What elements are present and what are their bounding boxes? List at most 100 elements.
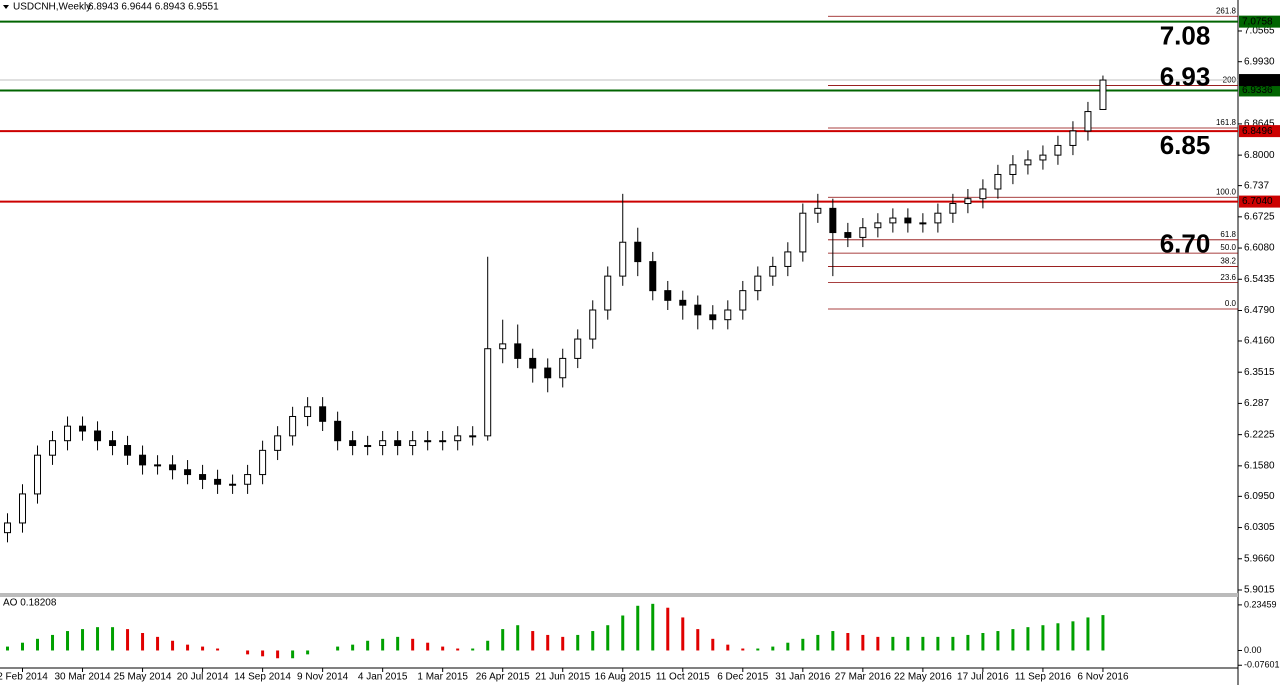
x-tick-label: 2 Feb 2014 <box>0 672 48 683</box>
menu-arrow[interactable] <box>3 5 9 9</box>
candle-body <box>544 367 552 379</box>
y-tick-label: 6.8000 <box>1244 150 1275 161</box>
candle-body <box>1084 111 1092 132</box>
y-tick-label: 7.0565 <box>1244 26 1275 37</box>
x-tick-label: 4 Jan 2015 <box>358 672 408 683</box>
candle-body <box>844 232 852 238</box>
level-price-box <box>1239 15 1280 28</box>
candle-body <box>334 420 342 442</box>
candle-body <box>19 493 27 524</box>
y-tick-label: 5.9015 <box>1244 585 1275 596</box>
candle-body <box>724 309 732 321</box>
candle-body <box>1039 154 1047 161</box>
candle-body <box>514 343 522 359</box>
candle-body <box>259 449 267 476</box>
x-tick-label: 14 Sep 2014 <box>234 672 291 683</box>
candle-body <box>754 275 762 292</box>
y-tick-label: 6.3515 <box>1244 367 1275 378</box>
candle-body <box>964 198 972 205</box>
candle-body <box>664 290 672 301</box>
candle-body <box>994 173 1002 190</box>
candle-body <box>694 304 702 316</box>
candle-body <box>889 217 897 224</box>
y-tick-label: 6.5435 <box>1244 274 1275 285</box>
candle-body <box>424 440 432 443</box>
level-price-label: 6.7040 <box>1242 196 1273 207</box>
candle-body <box>604 275 612 311</box>
candle-body <box>679 299 687 306</box>
y-tick-label: 6.4790 <box>1244 305 1275 316</box>
candle-body <box>1054 144 1062 156</box>
candle-body <box>109 440 117 447</box>
candle-body <box>169 464 177 471</box>
candle-body <box>229 483 237 486</box>
candle-body <box>619 241 627 277</box>
candle-body <box>979 188 987 200</box>
candle-body <box>79 425 87 432</box>
fib-label: 23.6 <box>1220 273 1236 282</box>
x-tick-label: 31 Jan 2016 <box>775 672 830 683</box>
candle-body <box>154 464 162 467</box>
fib-label: 0.0 <box>1225 299 1237 308</box>
y-tick-label: 6.737 <box>1244 180 1269 191</box>
candle-body <box>379 440 387 447</box>
candle-body <box>34 454 42 495</box>
candle-body <box>739 290 747 311</box>
y-tick-label: 6.1580 <box>1244 460 1275 471</box>
x-tick-label: 27 Mar 2016 <box>835 672 892 683</box>
candle-body <box>529 357 537 369</box>
candle-body <box>1069 130 1077 146</box>
y-tick-label: 6.4160 <box>1244 336 1275 347</box>
ao-title: AO 0.18208 <box>3 598 57 609</box>
x-tick-label: 30 Mar 2014 <box>54 672 111 683</box>
fib-label: 61.8 <box>1220 230 1236 239</box>
candle-body <box>784 251 792 267</box>
candle-body <box>439 440 447 443</box>
ao-tick-label: 0.23459 <box>1244 599 1277 609</box>
current-price-label: 6.9551 <box>1242 75 1273 86</box>
candle-body <box>919 222 927 225</box>
candle-body <box>349 440 357 447</box>
y-tick-label: 6.9930 <box>1244 56 1275 67</box>
candle-body <box>709 314 717 321</box>
level-price-box <box>1239 125 1280 138</box>
candle-body <box>649 261 657 292</box>
candle-body <box>874 222 882 229</box>
fib-label: 50.0 <box>1220 243 1236 252</box>
x-tick-label: 9 Nov 2014 <box>297 672 349 683</box>
level-price-label: 7.0758 <box>1242 16 1273 27</box>
ao-tick-label: 0.00 <box>1244 645 1262 655</box>
candle-body <box>64 425 72 442</box>
candle-body <box>469 435 477 438</box>
level-annotation: 7.08 <box>1160 21 1211 51</box>
fib-label: 100.0 <box>1216 187 1237 196</box>
candle-body <box>274 435 282 451</box>
candle-body <box>4 522 12 534</box>
ao-tick-label: -0.07601 <box>1244 660 1280 670</box>
level-annotation: 6.85 <box>1160 130 1211 160</box>
y-tick-label: 6.287 <box>1244 398 1269 409</box>
level-annotation: 6.70 <box>1160 228 1211 258</box>
level-price-box <box>1239 195 1280 208</box>
candle-body <box>799 212 807 253</box>
candle-body <box>139 454 147 466</box>
level-annotation: 6.93 <box>1160 61 1211 91</box>
candle-body <box>409 440 417 447</box>
candle-body <box>484 348 492 437</box>
x-tick-label: 21 Jun 2015 <box>535 672 590 683</box>
x-tick-label: 16 Aug 2015 <box>595 672 652 683</box>
candle-body <box>949 203 957 214</box>
panel-separator <box>0 593 1238 597</box>
candle-body <box>769 265 777 277</box>
y-tick-label: 6.8645 <box>1244 119 1275 130</box>
candle-body <box>559 357 567 379</box>
x-tick-label: 22 May 2016 <box>894 672 952 683</box>
fib-label: 261.8 <box>1216 6 1237 15</box>
candle-body <box>1009 164 1017 175</box>
candle-body <box>454 435 462 442</box>
x-tick-label: 26 Apr 2015 <box>476 672 530 683</box>
candle-body <box>124 445 132 456</box>
ohlc-header: 6.8943 6.9644 6.8943 6.9551 <box>88 2 219 13</box>
